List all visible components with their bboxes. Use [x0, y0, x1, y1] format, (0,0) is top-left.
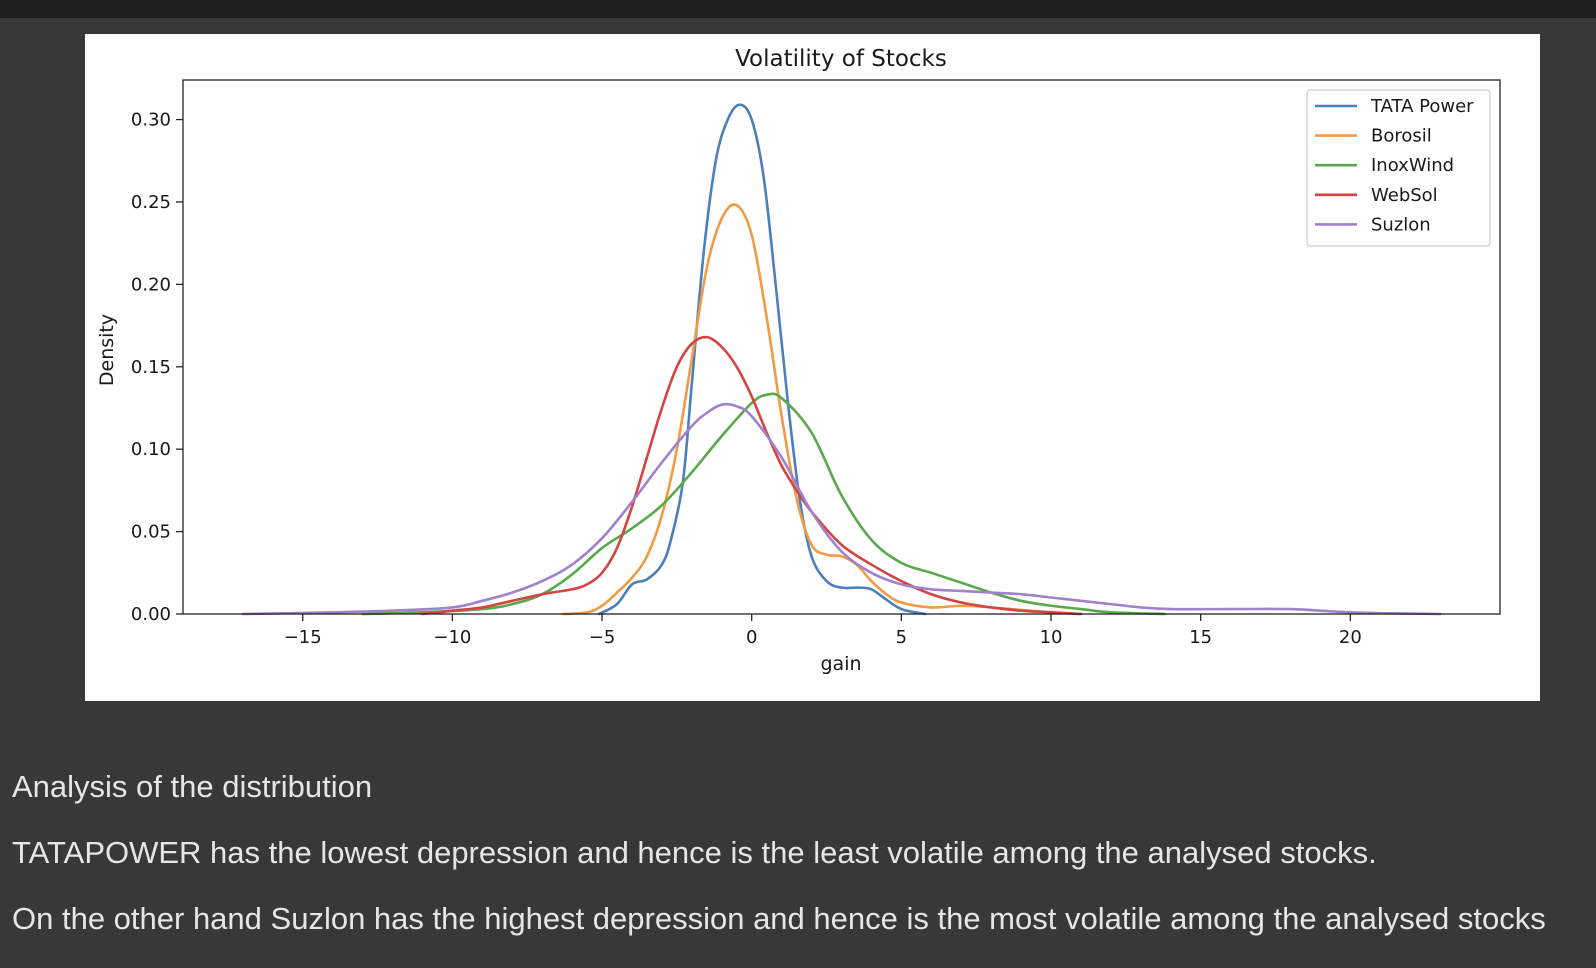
x-tick-label: −5: [589, 627, 616, 648]
legend-label: InoxWind: [1371, 155, 1454, 176]
y-tick-label: 0.25: [131, 192, 171, 213]
legend-label: Borosil: [1371, 126, 1432, 147]
analysis-paragraph-suzlon: On the other hand Suzlon has the highest…: [12, 901, 1546, 936]
y-tick-label: 0.20: [131, 274, 171, 295]
x-tick-label: 20: [1339, 627, 1362, 648]
legend-box: [1306, 89, 1491, 247]
series-line-suzlon: [241, 402, 1442, 616]
plot-area: −15 −10 −5 0 5 10 15 20 0.00 0.05 0.10 0.15 0.20 0.25…: [131, 79, 1501, 648]
y-tick-label: 0.15: [131, 357, 171, 378]
kde-chart: Volatility of Stocks gain Density −15 −10…: [96, 46, 1501, 675]
y-axis-label: Density: [96, 314, 118, 386]
y-tick-label: 0.05: [131, 522, 171, 543]
analysis-paragraph-tatapower: TATAPOWER has the lowest depression and …: [12, 835, 1377, 870]
x-tick-label: 10: [1040, 627, 1063, 648]
legend-label: Suzlon: [1371, 214, 1431, 235]
series-line-tata-power: [597, 103, 927, 616]
series-line-borosil: [561, 203, 1083, 616]
x-tick-label: −15: [284, 627, 322, 648]
legend: TATA Power Borosil InoxWind WebSol Suzlon: [1306, 89, 1491, 247]
x-tick-label: −10: [433, 627, 471, 648]
x-axis-label: gain: [820, 653, 861, 675]
chart-title: Volatility of Stocks: [735, 46, 947, 72]
analysis-heading: Analysis of the distribution: [12, 769, 373, 804]
chart-panel: Volatility of Stocks gain Density −15 −10…: [85, 34, 1540, 701]
plot-frame: [182, 79, 1501, 615]
notebook-top-bar: [0, 0, 1596, 18]
y-tick-label: 0.10: [131, 439, 171, 460]
legend-label: TATA Power: [1370, 96, 1474, 117]
series-line-websol: [421, 335, 1083, 616]
legend-label: WebSol: [1371, 185, 1438, 206]
x-tick-label: 0: [746, 627, 757, 648]
y-tick-label: 0.00: [131, 604, 171, 625]
y-tick-label: 0.30: [131, 110, 171, 131]
x-tick-label: 15: [1189, 627, 1212, 648]
x-tick-label: 5: [896, 627, 907, 648]
